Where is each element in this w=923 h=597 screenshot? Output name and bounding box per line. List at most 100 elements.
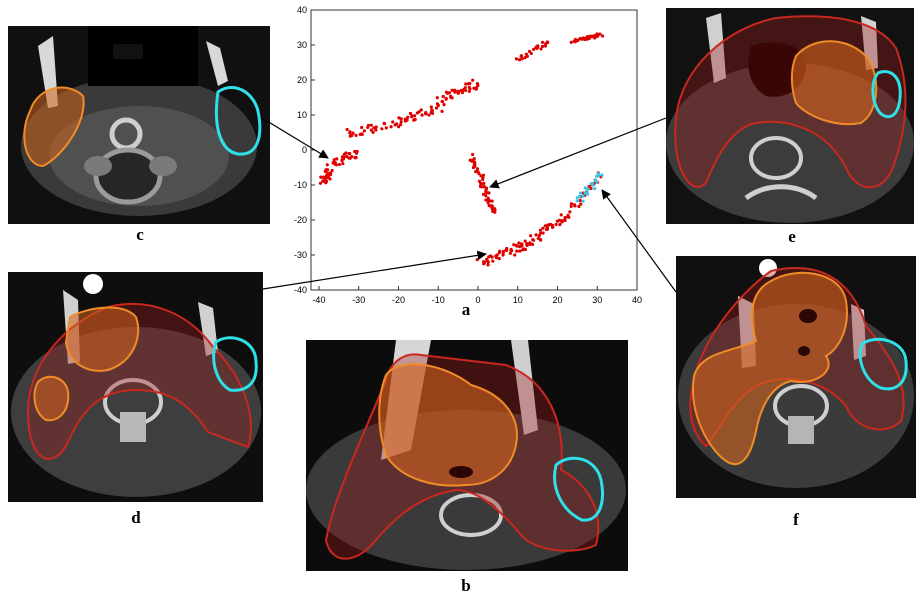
cyan-roi — [858, 337, 908, 391]
orange-roi-1 — [64, 306, 140, 372]
red-data-point — [471, 78, 475, 82]
red-data-point — [475, 257, 479, 262]
red-data-point — [369, 123, 373, 127]
red-data-point — [578, 198, 582, 203]
red-data-point — [491, 259, 495, 263]
red-data-point — [332, 158, 336, 162]
red-data-point — [353, 155, 357, 160]
red-data-point — [545, 226, 549, 230]
orange-roi — [23, 86, 85, 168]
red-data-point — [559, 213, 563, 217]
red-data-point — [341, 162, 345, 166]
red-data-point — [347, 151, 351, 156]
red-data-point — [518, 249, 522, 253]
red-data-point — [440, 109, 444, 113]
red-data-point — [389, 125, 393, 129]
cyan-data-point — [596, 172, 601, 176]
red-data-point — [344, 151, 348, 155]
red-data-point — [568, 210, 572, 214]
red-data-point — [550, 223, 554, 227]
cyan-roi — [214, 86, 262, 156]
red-data-point — [429, 105, 433, 109]
y-tick-label: 30 — [297, 40, 307, 50]
red-data-point — [384, 126, 388, 130]
red-data-point — [440, 99, 444, 104]
x-tick-label: -40 — [312, 295, 325, 305]
red-data-point — [470, 159, 474, 163]
plot-area — [310, 9, 638, 291]
red-data-point — [476, 170, 480, 174]
red-data-point — [508, 251, 512, 255]
red-data-point — [348, 131, 352, 135]
red-data-point — [467, 89, 471, 94]
red-data-point — [464, 82, 468, 86]
red-data-point — [573, 204, 577, 208]
cyan-data-point — [575, 199, 579, 203]
label-a: a — [461, 300, 471, 319]
red-data-point — [579, 202, 583, 206]
ct-slice-e — [666, 8, 914, 224]
cyan-roi — [212, 336, 258, 392]
red-data-point — [554, 222, 558, 227]
red-data-point — [328, 172, 333, 177]
red-data-point — [360, 132, 364, 136]
red-data-point — [354, 133, 358, 137]
x-tick-label: -30 — [352, 295, 365, 305]
red-data-point — [322, 175, 326, 179]
red-data-point — [371, 130, 375, 134]
red-data-point — [324, 179, 329, 183]
red-data-point — [490, 199, 494, 203]
red-data-point — [481, 192, 486, 196]
cyan-roi — [871, 70, 902, 119]
red-data-point — [453, 88, 457, 92]
red-data-point — [366, 123, 371, 128]
red-data-point — [473, 164, 477, 169]
red-data-point — [466, 82, 471, 86]
red-data-point — [318, 181, 323, 185]
red-data-point — [560, 220, 564, 224]
ct-slice-c — [8, 26, 270, 224]
red-data-point — [517, 241, 521, 245]
red-data-point — [569, 204, 573, 208]
red-data-point — [436, 103, 440, 108]
red-data-point — [488, 254, 493, 258]
red-data-point — [442, 102, 446, 107]
red-data-point — [539, 47, 543, 51]
red-data-point — [529, 234, 533, 238]
x-tick-label: 20 — [552, 295, 562, 305]
red-data-point — [538, 228, 543, 232]
red-data-point — [514, 243, 519, 247]
y-tick-label: -40 — [294, 285, 307, 295]
red-data-point — [531, 47, 536, 52]
label-e: e — [788, 227, 796, 246]
red-data-point — [399, 117, 403, 121]
cyan-data-point — [591, 183, 595, 187]
red-data-point — [395, 122, 399, 126]
red-data-point — [513, 253, 517, 257]
red-data-point — [540, 44, 545, 48]
red-data-point — [563, 216, 567, 220]
cyan-data-point — [581, 194, 585, 198]
red-data-point — [501, 249, 505, 254]
red-data-point — [391, 120, 395, 124]
red-data-point — [482, 181, 486, 185]
data-points — [318, 32, 605, 267]
red-data-point — [450, 88, 454, 92]
y-tick-label: 10 — [297, 110, 307, 120]
red-data-point — [486, 196, 490, 200]
ct-slice-f — [676, 256, 916, 498]
red-data-point — [595, 32, 599, 36]
red-data-point — [430, 108, 434, 112]
red-data-point — [424, 112, 428, 116]
red-data-point — [337, 162, 342, 167]
red-data-point — [585, 36, 589, 40]
y-tick-label: -10 — [294, 180, 307, 190]
cyan-data-point — [586, 187, 590, 191]
red-data-point — [382, 121, 386, 125]
red-data-point — [600, 34, 605, 38]
red-data-point — [519, 54, 524, 58]
red-data-point — [490, 204, 494, 208]
red-data-point — [360, 125, 364, 130]
red-data-point — [399, 123, 403, 127]
red-data-point — [494, 255, 498, 260]
